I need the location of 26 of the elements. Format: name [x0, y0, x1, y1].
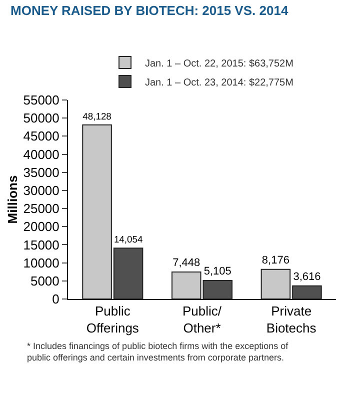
data-label: 14,054 — [114, 234, 143, 245]
data-label: 7,448 — [172, 257, 200, 270]
x-tick-label: Private Biotechs — [266, 304, 317, 336]
y-tick-label: 15000 — [23, 237, 60, 252]
y-tick-label: 50000 — [23, 110, 60, 126]
data-label: 8,176 — [262, 254, 290, 266]
data-label: 5,105 — [204, 266, 232, 278]
text: * Includes financings of public biotech firms with the exceptions of public offerings and certain investments from corporate partners. — [27, 341, 289, 363]
y-tick-label: 5000 — [30, 273, 60, 288]
data-label: 3,616 — [293, 270, 321, 283]
y-axis-title: Millions — [5, 175, 20, 224]
y-tick-label: 55000 — [23, 92, 60, 108]
x-tick-label: Public Offerings — [86, 304, 140, 336]
y-tick-label: 20000 — [23, 219, 60, 234]
x-tick-label: Public/Other* — [182, 304, 222, 336]
chart-title: MONEY RAISED BY BIOTECH: 2015 VS. 2014 — [10, 3, 289, 18]
legend-label: Jan. 1 – Oct. 23, 2014: $22,775M — [145, 77, 294, 88]
y-tick-label: 10000 — [23, 255, 60, 270]
y-tick-label: 45000 — [23, 128, 60, 144]
y-tick-label: 35000 — [23, 164, 60, 180]
y-tick-label: 25000 — [23, 201, 60, 216]
y-tick-label: 30000 — [23, 183, 60, 198]
data-label: 48,128 — [82, 110, 112, 122]
y-tick-label: 40000 — [23, 146, 60, 162]
legend-label: Jan. 1 – Oct. 22, 2015: $63,752M — [145, 58, 294, 70]
y-tick-label: 0 — [52, 292, 60, 307]
